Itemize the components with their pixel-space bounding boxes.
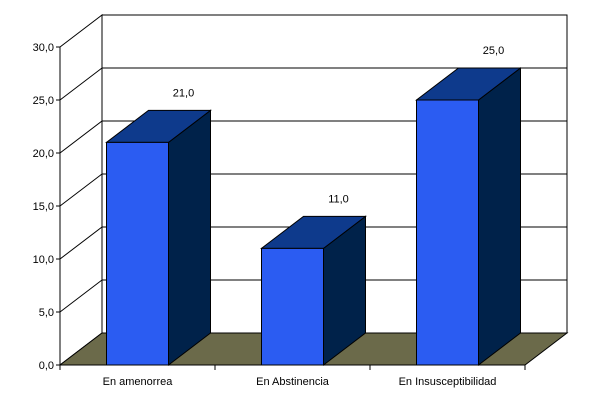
y-tick-label: 0,0 — [39, 360, 54, 372]
gridline-side — [59, 226, 103, 260]
y-tick-label: 25,0 — [33, 95, 54, 107]
data-label: 21,0 — [173, 87, 194, 99]
bar: 25,0 — [415, 45, 522, 367]
y-tick-label: 10,0 — [33, 254, 54, 266]
y-axis: 0,0 5,0 10,0 15,0 20,0 25,0 30,0 — [33, 42, 61, 372]
y-tick-label: 20,0 — [33, 148, 54, 160]
x-tick-label: En Insusceptibilidad — [399, 376, 497, 388]
gridline-side — [59, 173, 103, 207]
bar-front — [106, 141, 169, 366]
x-tick-label: En Abstinencia — [256, 376, 330, 388]
data-label: 25,0 — [483, 45, 504, 57]
x-tick-label: En amenorrea — [103, 376, 174, 388]
bar-side — [168, 109, 211, 367]
gridline-side — [59, 279, 103, 313]
gridline-side — [59, 120, 103, 154]
bar-front — [261, 247, 324, 366]
bar-front — [416, 99, 479, 366]
y-tick-label: 30,0 — [33, 42, 54, 54]
bar: 11,0 — [260, 193, 367, 367]
data-label: 11,0 — [328, 193, 349, 205]
y-tick-label: 15,0 — [33, 201, 54, 213]
gridline-side — [59, 67, 103, 101]
bars: 21,0 11,0 25,0 — [105, 45, 522, 367]
bar: 21,0 — [105, 87, 212, 367]
x-axis: En amenorrea En Abstinencia En Insusceptib… — [59, 364, 526, 388]
bar-side — [478, 66, 521, 367]
y-tick-label: 5,0 — [39, 307, 54, 319]
